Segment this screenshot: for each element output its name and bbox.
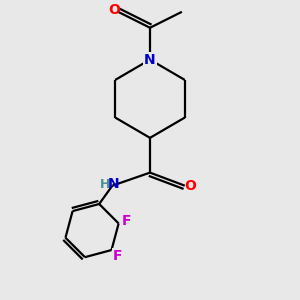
Text: O: O bbox=[108, 3, 120, 17]
Text: N: N bbox=[144, 52, 156, 67]
Text: N: N bbox=[108, 177, 120, 191]
Text: H: H bbox=[100, 178, 110, 191]
Text: O: O bbox=[184, 179, 196, 193]
Text: F: F bbox=[112, 249, 122, 263]
Text: F: F bbox=[122, 214, 131, 228]
